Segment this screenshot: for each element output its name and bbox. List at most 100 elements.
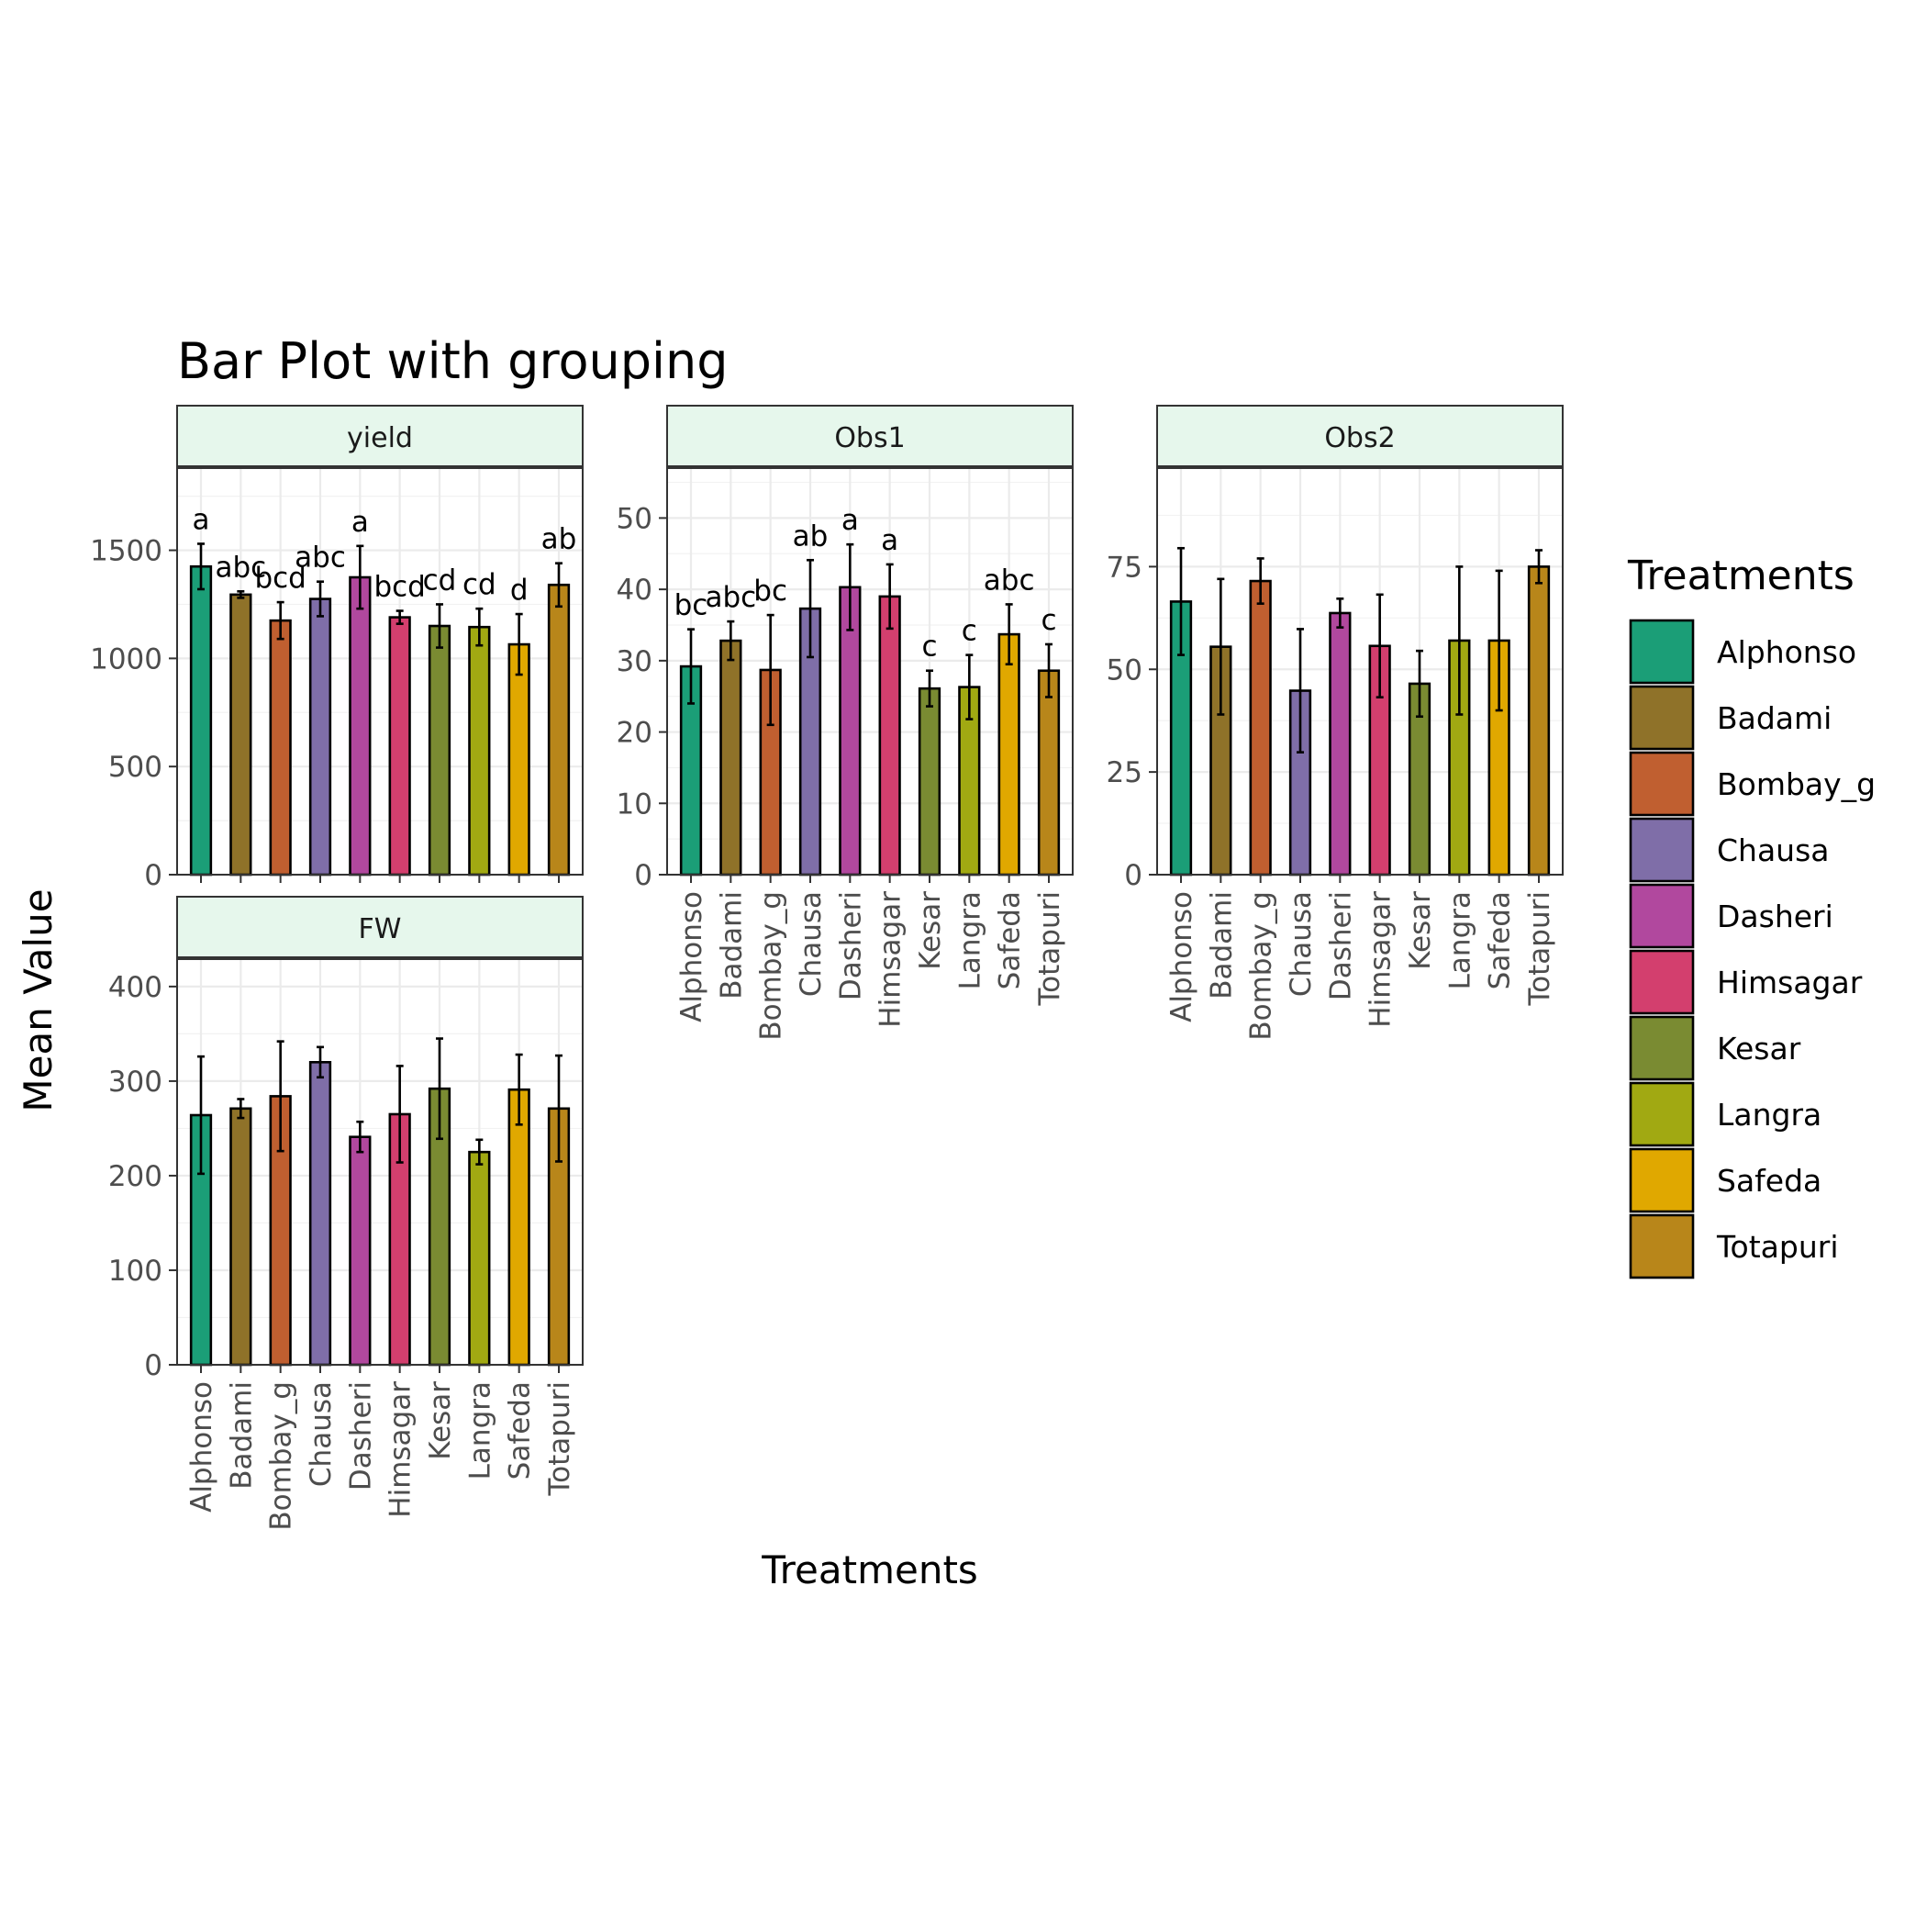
- bar-chausa: [308, 597, 332, 877]
- error-bar-chausa: [807, 558, 814, 659]
- error-bar-badami: [237, 1098, 245, 1120]
- bar-totapuri: [547, 583, 571, 877]
- legend-item-himsagar: Himsagar: [1629, 949, 1863, 1015]
- bar-totapuri: [1527, 565, 1551, 877]
- x-tick-label-safeda: Safeda: [504, 1381, 537, 1480]
- legend-key: [1629, 949, 1695, 1015]
- error-bar-himsagar: [886, 563, 894, 631]
- legend-item-dasheri: Dasheri: [1629, 883, 1833, 949]
- x-tick-label-safeda: Safeda: [994, 891, 1027, 989]
- legend-label: Langra: [1717, 1097, 1821, 1133]
- x-tick-label-chausa: Chausa: [1285, 891, 1318, 997]
- bar-alphonso: [189, 564, 213, 877]
- legend-item-langra: Langra: [1629, 1081, 1821, 1147]
- group-letter-chausa: ab: [793, 519, 829, 553]
- bar-safeda: [507, 1088, 530, 1367]
- group-letter-himsagar: bcd: [373, 571, 425, 604]
- bar-dasheri: [349, 1135, 372, 1367]
- legend-label: Safeda: [1717, 1163, 1821, 1199]
- bar-langra: [468, 625, 491, 877]
- x-tick-label-safeda: Safeda: [1484, 891, 1517, 989]
- y-tick-label: 50: [1107, 653, 1142, 687]
- chart-title: Bar Plot with grouping: [177, 332, 729, 390]
- legend-item-kesar: Kesar: [1629, 1015, 1801, 1081]
- error-bar-himsagar: [1376, 593, 1384, 698]
- error-bar-dasheri: [356, 544, 364, 610]
- legend: Alphonso Badami Bombay_g Chausa Dasheri Himsa…: [1629, 619, 1876, 1279]
- legend-item-alphonso: Alphonso: [1629, 619, 1856, 685]
- x-tick-label-himsagar: Himsagar: [874, 891, 908, 1028]
- panel-border: [176, 467, 584, 876]
- bar-safeda: [997, 632, 1020, 877]
- legend-key: [1629, 619, 1695, 685]
- x-axis-title: Treatments: [761, 1547, 978, 1592]
- error-bar-kesar: [436, 1037, 443, 1141]
- x-tick-label-totapuri: Totapuri: [1033, 891, 1066, 1006]
- x-tick-label-bombay_g: Bombay_g: [265, 1381, 298, 1531]
- group-letter-dasheri: a: [841, 504, 859, 537]
- error-bar-himsagar: [395, 609, 404, 625]
- legend-label: Totapuri: [1716, 1229, 1839, 1265]
- group-letter-badami: abc: [705, 581, 756, 614]
- x-tick-label-kesar: Kesar: [914, 891, 947, 970]
- legend-item-totapuri: Totapuri: [1629, 1213, 1839, 1279]
- bar-chausa: [308, 1061, 332, 1367]
- y-tick-label: 500: [108, 751, 162, 784]
- x-tick-label-langra: Langra: [463, 1381, 496, 1480]
- y-tick-label: 400: [108, 971, 162, 1004]
- x-tick-label-kesar: Kesar: [1404, 891, 1437, 970]
- legend-key: [1629, 817, 1695, 883]
- panel-border: [666, 467, 1074, 876]
- error-bar-safeda: [515, 612, 523, 676]
- bar-kesar: [428, 624, 451, 877]
- x-tick-label-totapuri: Totapuri: [543, 1381, 576, 1496]
- y-axis-title: Mean Value: [16, 888, 61, 1111]
- bar-kesar: [918, 687, 941, 877]
- bar-dasheri: [349, 575, 372, 877]
- error-bar-badami: [237, 590, 245, 599]
- legend-label: Badami: [1717, 700, 1832, 736]
- bar-badami: [229, 1107, 252, 1367]
- facet-strip-label: Obs1: [834, 422, 905, 454]
- x-tick-label-badami: Badami: [225, 1381, 258, 1490]
- facet-strip-label: Obs2: [1324, 422, 1395, 454]
- group-letter-safeda: d: [510, 574, 529, 607]
- group-letter-dasheri: a: [351, 506, 369, 539]
- error-bar-chausa: [317, 580, 324, 618]
- error-bar-kesar: [1416, 649, 1423, 719]
- bar-safeda: [507, 642, 530, 877]
- error-bar-badami: [1217, 577, 1225, 716]
- legend-key: [1629, 1015, 1695, 1081]
- legend-title: Treatments: [1627, 553, 1855, 599]
- x-tick-label-alphonso: Alphonso: [185, 1381, 218, 1513]
- group-letter-safeda: abc: [984, 564, 1035, 597]
- x-tick-label-dasheri: Dasheri: [1324, 891, 1357, 1000]
- y-tick-label: 0: [144, 859, 162, 892]
- y-tick-label: 100: [108, 1255, 162, 1288]
- error-bar-totapuri: [555, 562, 563, 609]
- y-tick-label: 75: [1107, 551, 1142, 584]
- legend-key: [1629, 1081, 1695, 1147]
- facet-strip-label: yield: [347, 422, 413, 454]
- y-tick-label: 300: [108, 1066, 162, 1099]
- legend-label: Himsagar: [1717, 965, 1863, 1000]
- legend-key: [1629, 883, 1695, 949]
- error-bar-langra: [475, 1138, 484, 1166]
- bar-badami: [229, 593, 252, 877]
- error-bar-alphonso: [1177, 546, 1185, 656]
- x-tick-label-totapuri: Totapuri: [1523, 891, 1556, 1006]
- y-tick-label: 0: [1124, 859, 1142, 892]
- x-tick-label-bombay_g: Bombay_g: [1245, 891, 1278, 1041]
- x-tick-label-dasheri: Dasheri: [344, 1381, 377, 1491]
- error-bar-bombay_g: [276, 600, 284, 641]
- error-bar-alphonso: [197, 542, 205, 591]
- x-tick-label-chausa: Chausa: [795, 891, 828, 997]
- group-letter-bombay_g: bcd: [254, 562, 306, 595]
- facet-strip: [176, 896, 584, 958]
- x-tick-label-himsagar: Himsagar: [384, 1381, 418, 1518]
